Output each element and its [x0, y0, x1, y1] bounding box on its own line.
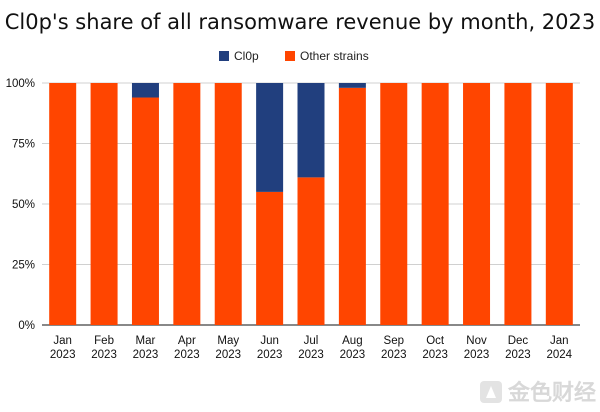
chart-title: Cl0p's share of all ransomware revenue b…	[5, 10, 596, 34]
x-tick-label-month: Aug	[342, 335, 362, 347]
x-tick-label-year: 2023	[505, 349, 531, 361]
legend-swatch	[285, 51, 295, 61]
bar-other-strains	[131, 97, 159, 326]
bar-other-strains	[338, 87, 366, 325]
x-tick-label-month: Jan	[53, 335, 72, 347]
watermark-text: 金色财经	[507, 380, 596, 406]
x-tick-label-month: Jul	[304, 335, 319, 347]
bar-other-strains	[421, 83, 449, 325]
legend: Cl0p Other strains	[219, 49, 369, 63]
bar-cl0p	[297, 83, 325, 178]
x-tick-label-year: 2023	[174, 349, 200, 361]
bar-cl0p	[131, 83, 159, 98]
bar-other-strains	[256, 191, 284, 325]
x-tick-label-year: 2023	[464, 349, 490, 361]
x-tick-label-year: 2024	[547, 349, 573, 361]
y-tick-label: 75%	[12, 139, 35, 151]
bar-other-strains	[90, 83, 118, 325]
x-tick-label-month: Jan	[550, 335, 569, 347]
bar-other-strains	[297, 177, 325, 325]
y-axis-ticks: 0% 25% 50% 75% 100%	[6, 78, 35, 332]
y-tick-label: 50%	[12, 199, 35, 211]
x-tick-label-year: 2023	[50, 349, 76, 361]
x-tick-label-month: Apr	[178, 335, 196, 347]
legend-swatch	[219, 51, 229, 61]
x-axis-ticks: Jan 2023 Feb 2023 Mar 2023 Apr 2023 May 2023 Jun 20…	[50, 335, 573, 361]
y-tick-label: 25%	[12, 260, 35, 272]
bar-cl0p	[256, 83, 284, 192]
watermark-logo-icon	[480, 381, 502, 403]
x-tick-label-year: 2023	[215, 349, 241, 361]
legend-label: Cl0p	[234, 49, 259, 63]
x-tick-label-month: Jun	[260, 335, 279, 347]
x-tick-label-year: 2023	[133, 349, 159, 361]
bar-other-strains	[49, 83, 77, 325]
x-tick-label-month: Nov	[466, 335, 487, 347]
x-tick-label-month: Dec	[508, 335, 529, 347]
x-tick-label-month: Feb	[94, 335, 114, 347]
x-tick-label-year: 2023	[381, 349, 407, 361]
x-tick-label-month: Oct	[426, 335, 445, 347]
x-tick-label-year: 2023	[340, 349, 366, 361]
x-tick-label-month: Mar	[136, 335, 156, 347]
x-tick-label-year: 2023	[298, 349, 324, 361]
x-tick-label-year: 2023	[422, 349, 448, 361]
bar-other-strains	[545, 83, 573, 325]
x-tick-label-month: May	[217, 335, 239, 347]
bars	[49, 83, 573, 326]
x-tick-label-year: 2023	[257, 349, 283, 361]
bar-other-strains	[173, 83, 201, 325]
bar-other-strains	[214, 83, 242, 325]
x-tick-label-month: Sep	[384, 335, 404, 347]
bar-other-strains	[463, 83, 491, 325]
x-tick-label-year: 2023	[91, 349, 117, 361]
bar-other-strains	[380, 83, 408, 325]
y-tick-label: 0%	[18, 320, 35, 332]
bar-other-strains	[504, 83, 532, 325]
watermark: 金色财经	[480, 380, 596, 406]
legend-label: Other strains	[300, 49, 369, 63]
y-tick-label: 100%	[6, 78, 35, 90]
bar-cl0p	[338, 83, 366, 88]
